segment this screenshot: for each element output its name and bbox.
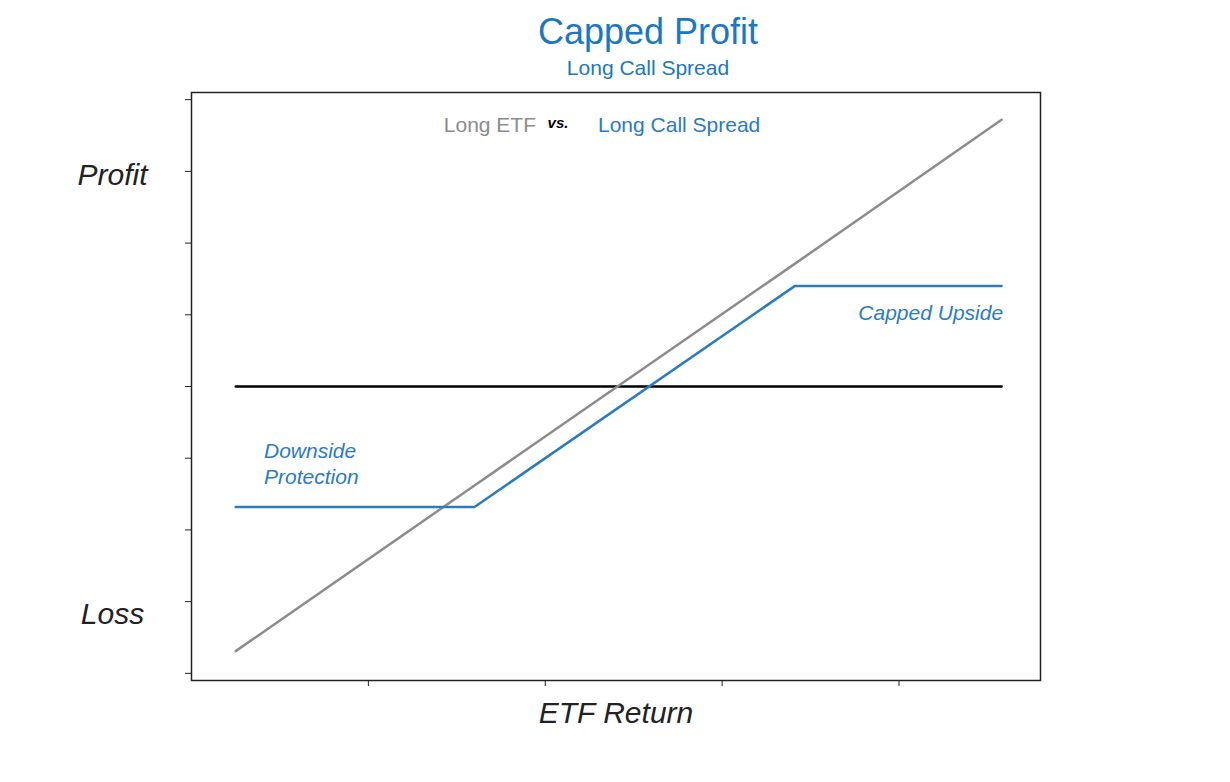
svg-text:vs.: vs. — [548, 114, 569, 131]
svg-text:Long Call Spread: Long Call Spread — [598, 113, 760, 136]
svg-text:ETF Return: ETF Return — [539, 696, 694, 729]
svg-text:Loss: Loss — [81, 597, 144, 630]
svg-text:Capped Upside: Capped Upside — [858, 301, 1003, 324]
html-text:Long Call Spread: Long Call Spread — [566, 56, 730, 79]
html-text:Capped Profit: Capped Profit — [537, 11, 759, 52]
svg-text:Profit: Profit — [77, 158, 149, 191]
svg-text:DownsideProtection: DownsideProtection — [264, 439, 359, 488]
svg-text:Long ETF: Long ETF — [444, 113, 536, 136]
